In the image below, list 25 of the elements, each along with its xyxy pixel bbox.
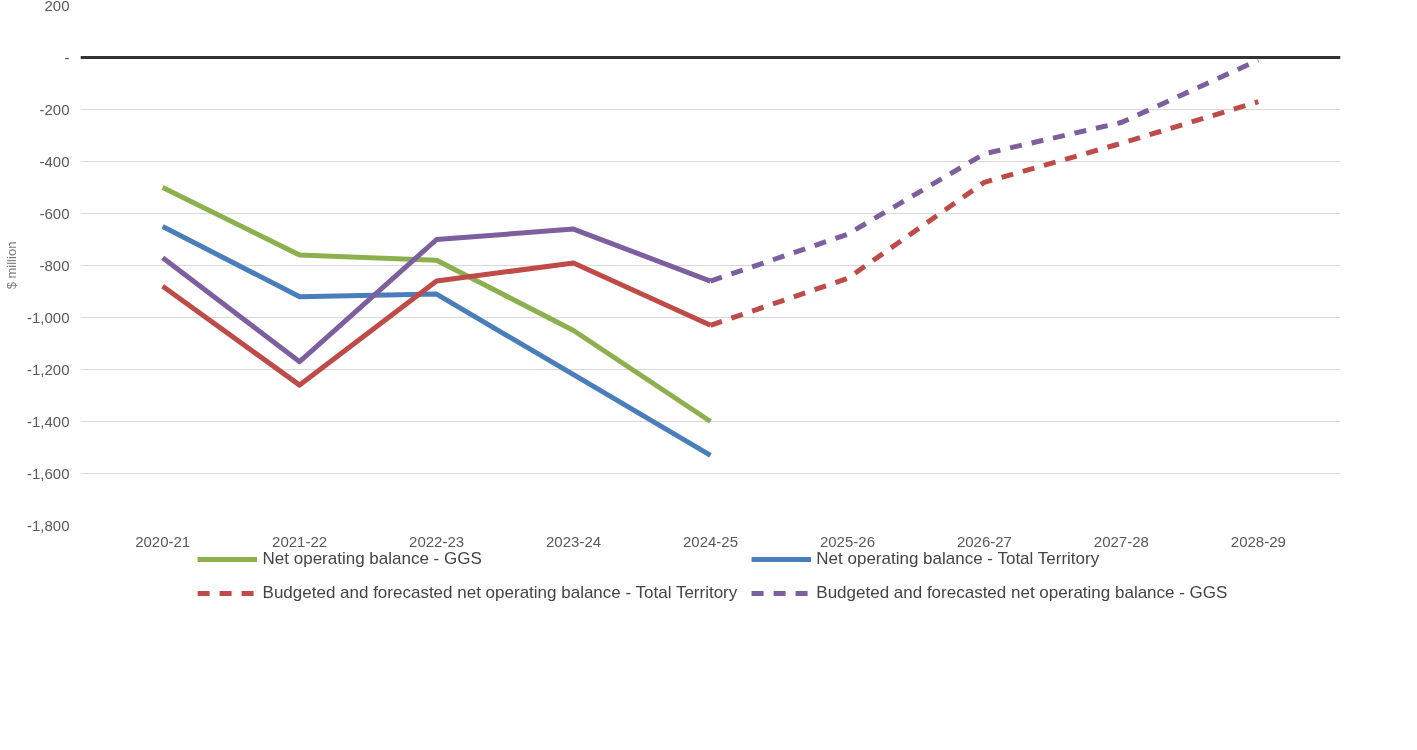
y-tick-label: -200 xyxy=(39,100,70,118)
y-tick-label: -1,400 xyxy=(26,412,70,430)
x-tick-label: 2027-28 xyxy=(1093,532,1149,550)
y-tick-label: -1,800 xyxy=(26,516,70,534)
legend-label: Budgeted and forecasted net operating balance - Total Territory xyxy=(262,583,738,603)
x-tick-label: 2024-25 xyxy=(682,532,739,550)
y-tick-label: -800 xyxy=(39,256,70,274)
y-tick-label: -1,600 xyxy=(26,464,70,482)
y-tick-label: -1,200 xyxy=(26,360,70,378)
x-tick-label: 2022-23 xyxy=(409,532,465,550)
y-tick-label: -400 xyxy=(39,152,70,170)
y-axis-title: $ million xyxy=(3,241,19,290)
x-tick-label: 2025-26 xyxy=(819,532,875,550)
x-tick-label: 2021-22 xyxy=(272,532,328,550)
y-tick-label: -1,000 xyxy=(26,308,70,326)
x-tick-label: 2028-29 xyxy=(1230,532,1286,550)
y-tick-label: - xyxy=(64,48,70,66)
y-tick-label: 200 xyxy=(44,0,70,14)
x-tick-label: 2026-27 xyxy=(956,532,1012,550)
legend-label: Budgeted and forecasted net operating balance - GGS xyxy=(816,583,1228,603)
y-tick-label: -600 xyxy=(39,204,70,222)
legend-label: Net operating balance - Total Territory xyxy=(816,549,1100,569)
legend-label: Net operating balance - GGS xyxy=(262,549,482,569)
x-tick-label: 2020-21 xyxy=(135,532,191,550)
x-tick-label: 2023-24 xyxy=(546,532,602,550)
